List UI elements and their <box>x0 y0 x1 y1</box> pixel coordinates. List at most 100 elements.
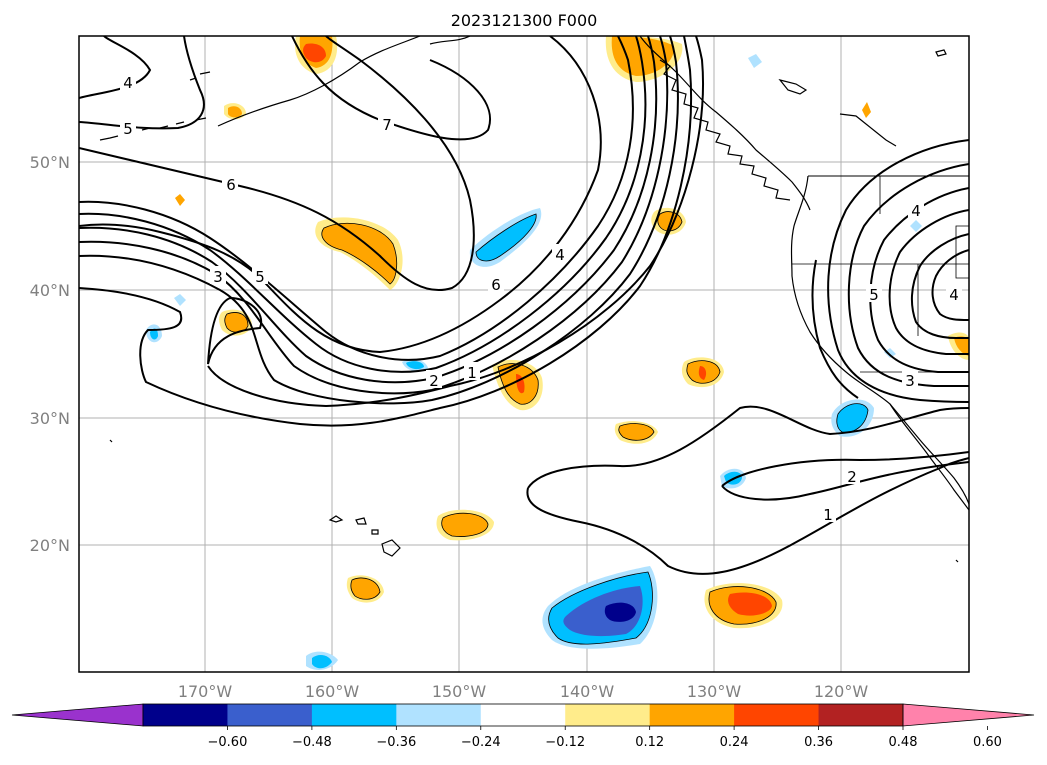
contour-line-b <box>79 36 647 373</box>
contour-line-2 <box>207 36 704 408</box>
lon-label: 160°W <box>305 682 360 701</box>
negative-anomaly-blob <box>836 403 868 433</box>
lon-label: 170°W <box>178 682 233 701</box>
positive-anomaly-blob <box>441 513 488 537</box>
positive-anomaly-blob <box>321 223 397 284</box>
anomaly-outlines <box>224 211 869 645</box>
colorbar-tick-label: −0.48 <box>292 735 332 750</box>
colorbar-segment <box>818 704 904 726</box>
negative-anomaly-core <box>604 602 636 622</box>
contour-line-high-5 <box>910 233 969 339</box>
contour-labels: 4 5 6 7 3 5 6 4 2 1 2 1 4 5 <box>120 72 962 524</box>
contour-label: 6 <box>491 276 501 294</box>
negative-anomaly-blob <box>476 214 537 261</box>
positive-anomaly-blob <box>954 336 969 356</box>
lon-label: 150°W <box>432 682 487 701</box>
contour-line-7 <box>291 36 491 141</box>
contour-line-high-2 <box>847 163 969 387</box>
colorbar-segment <box>143 704 228 726</box>
negative-anomaly-blob <box>312 655 332 669</box>
contour-line-inner-low <box>207 296 263 365</box>
contour-line-1 <box>527 405 969 489</box>
contour-line-high-1 <box>827 139 969 403</box>
positive-anomaly-blob <box>228 106 242 118</box>
lon-label: 140°W <box>560 682 615 701</box>
contour-label: 4 <box>555 246 565 264</box>
contour-label: 3 <box>213 268 223 286</box>
negative-anomaly-blob <box>910 220 922 232</box>
positive-anomaly-blob <box>175 194 185 206</box>
colorbar-tick-label: 0.12 <box>635 735 664 750</box>
map-frame <box>78 35 970 673</box>
contour-label: 3 <box>905 372 915 390</box>
positive-anomaly-blob <box>618 423 654 441</box>
lat-label: 30°N <box>30 409 70 428</box>
negative-anomaly-blob <box>406 361 424 370</box>
map-title: 2023121300 F000 <box>451 11 598 30</box>
colorbar-segment <box>734 704 820 726</box>
colorbar-segment <box>396 704 482 726</box>
contour-line-1-closed <box>526 457 969 575</box>
contour-label: 5 <box>869 286 879 304</box>
positive-anomaly-blob <box>611 36 675 76</box>
colorbar-segment <box>649 704 735 726</box>
contour-label: 4 <box>949 286 959 304</box>
lon-label: 130°W <box>687 682 742 701</box>
lat-label: 20°N <box>30 536 70 555</box>
contour-label: 7 <box>382 116 392 134</box>
contour-line-2-closed <box>721 451 969 501</box>
contour-label: 4 <box>123 74 133 92</box>
lat-label: 40°N <box>30 281 70 300</box>
positive-anomaly-core <box>303 43 326 63</box>
colorbar-tick-label: −0.36 <box>376 735 416 750</box>
contour-label: 2 <box>429 372 439 390</box>
contour-label: 4 <box>911 202 921 220</box>
colorbar-segment <box>311 704 397 726</box>
negative-anomaly-blob <box>748 54 762 68</box>
colorbar-tick-label: −0.60 <box>208 735 248 750</box>
colorbar-border <box>142 703 904 727</box>
contour-line-low-west <box>811 259 859 399</box>
colorbar-extend-high <box>902 703 1035 727</box>
contour-line-high-4 <box>888 209 969 356</box>
contour-label: 5 <box>123 120 133 138</box>
positive-anomaly-blob <box>862 102 871 118</box>
colorbar-tick-label: 0.24 <box>720 735 749 750</box>
positive-anomaly-blob <box>350 577 380 600</box>
contour-line-high-6 <box>931 249 969 321</box>
colorbar-tick-label: 0.48 <box>889 735 918 750</box>
contour-label: 5 <box>255 268 265 286</box>
contour-label: 2 <box>847 468 857 486</box>
contour-line-4 <box>79 36 152 99</box>
colorbar-segment <box>480 704 566 726</box>
latitude-labels: 50°N 40°N 30°N 20°N <box>30 153 70 555</box>
contour-line-a <box>79 36 634 361</box>
coastlines <box>99 36 969 563</box>
contour-line-outer-high <box>79 36 602 354</box>
colorbar-tick-label: 0.36 <box>804 735 833 750</box>
contour-label: 6 <box>226 176 236 194</box>
positive-anomaly-core <box>728 592 772 616</box>
contour-line-3 <box>79 36 693 427</box>
positive-anomaly-core <box>698 366 707 380</box>
negative-anomaly-blob <box>563 586 643 637</box>
positive-anomaly-blob <box>224 312 248 333</box>
colorbar-tick-label: −0.12 <box>545 735 585 750</box>
colorbar-tick-label: 0.60 <box>973 735 1002 750</box>
negative-anomaly-blob <box>174 294 186 306</box>
colorbar: −0.60 −0.48 −0.36 −0.24 −0.12 0.12 0.24 0.36 0.4… <box>11 703 1035 750</box>
lat-label: 50°N <box>30 153 70 172</box>
negative-anomaly-blob <box>884 348 896 358</box>
colorbar-extend-low <box>11 703 144 727</box>
negative-anomaly-blob <box>150 328 158 340</box>
contour-label: 1 <box>823 506 833 524</box>
colorbar-segment <box>565 704 651 726</box>
contour-line-e <box>79 36 679 405</box>
longitude-labels: 170°W 160°W 150°W 140°W 130°W 120°W <box>178 682 869 701</box>
colorbar-segment <box>227 704 313 726</box>
lon-label: 120°W <box>814 682 869 701</box>
contour-label: 1 <box>467 364 477 382</box>
map-panel <box>79 36 969 672</box>
colorbar-tick-label: −0.24 <box>461 735 501 750</box>
